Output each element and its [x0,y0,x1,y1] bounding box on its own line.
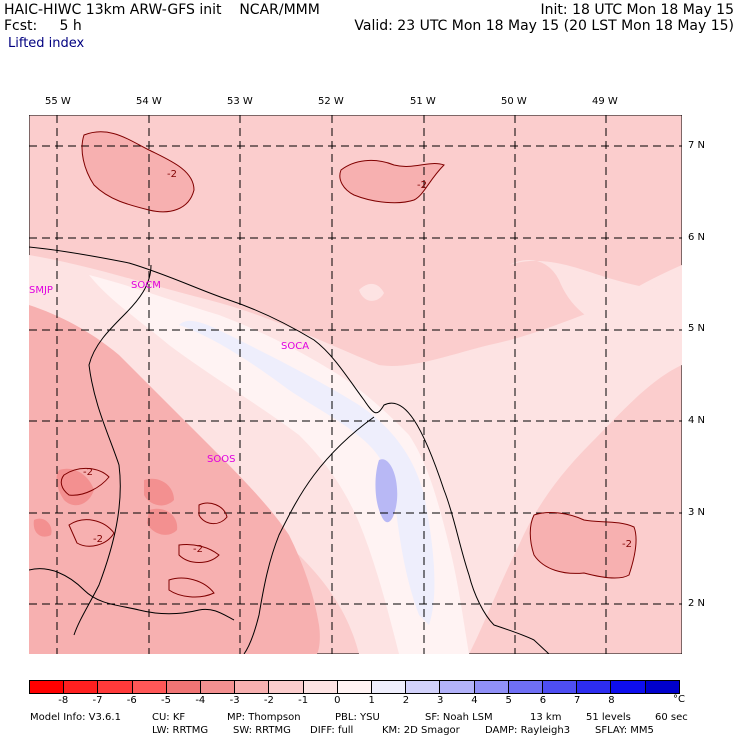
lon-label: 49 W [592,96,618,107]
colorbar-tick-label: -7 [92,695,103,706]
colorbar-tick-label: 2 [402,695,410,706]
damp-option: DAMP: Rayleigh3 [485,725,571,736]
forecast-value: 5 h [59,18,82,34]
header-left: HAIC-HIWC 13km ARW-GFS init NCAR/MMM Fcs… [4,2,320,34]
colorbar-swatch [645,681,679,693]
colorbar-swatch [201,681,236,693]
colorbar-swatch [30,681,65,693]
colorbar-swatch [577,681,612,693]
station-label: SOOS [207,454,235,465]
colorbar-tick-label: -2 [263,695,274,706]
colorbar-swatch [337,681,373,693]
colorbar-swatch [611,681,646,693]
contour-label: -2 [622,539,632,550]
lat-label: 3 N [688,507,706,518]
grid-spacing: 13 km [530,712,562,723]
map-panel: -2 -2 -2 -2 -2 -2 SMJP SOCM SOCA SOOS [29,115,682,654]
colorbar-swatch [269,681,304,693]
field-band-neg3-west [29,305,320,654]
contour-label: -2 [193,544,203,555]
lat-label: 6 N [688,232,706,243]
station-label: SMJP [29,285,53,296]
colorbar-tick-label: 6 [539,695,547,706]
colorbar-ticks: -8 -7 -6 -5 -4 -3 -2 -1 0 1 2 3 4 5 6 7 8 [29,695,680,707]
colorbar-tick-label: 5 [505,695,512,706]
lon-label: 51 W [410,96,436,107]
lat-label: 4 N [688,415,706,426]
colorbar-tick-label: -4 [195,695,206,706]
contour-neg2 [60,131,637,598]
km-option: KM: 2D Smagor [382,725,460,736]
contour-label: -2 [167,169,177,180]
colorbar-tick-label: -6 [126,695,137,706]
colorbar-swatch [98,681,133,693]
field-band-neg4 [56,468,94,506]
colorbar-swatch [235,681,270,693]
lon-label: 53 W [227,96,253,107]
colorbar [29,680,680,694]
contour-label: -2 [417,180,427,191]
colorbar-swatch [166,681,202,693]
colorbar-tick-label: -5 [161,695,172,706]
colorbar-tick-label: 0 [334,695,341,706]
colorbar-tick-label: 8 [608,695,615,706]
pbl-scheme: PBL: YSU [335,712,380,723]
lon-label: 54 W [136,96,162,107]
cu-scheme: CU: KF [152,712,186,723]
colorbar-swatch [132,681,167,693]
sf-scheme: SF: Noah LSM [425,712,493,723]
lat-label: 5 N [688,323,706,334]
levels: 51 levels [586,712,631,723]
colorbar-swatch [474,681,509,693]
contour-label: -2 [93,534,103,545]
contour-label: -2 [83,467,93,478]
colorbar-swatch [440,681,475,693]
lat-label: 2 N [688,598,706,609]
colorbar-tick-label: -1 [298,695,309,706]
colorbar-swatch [303,681,338,693]
colorbar-swatch [543,681,578,693]
sflay-option: SFLAY: MM5 [595,725,654,736]
station-label: SOCM [131,280,161,291]
lw-scheme: LW: RRTMG [152,725,209,736]
lat-lon-grid [29,115,682,654]
colorbar-swatch [372,681,407,693]
colorbar-unit: °C [673,694,685,705]
lat-label: 7 N [688,140,706,151]
model-title: HAIC-HIWC 13km ARW-GFS init [4,2,222,18]
lifted-index-map: -2 -2 -2 -2 -2 -2 SMJP SOCM SOCA SOOS [29,115,682,654]
colorbar-swatch [508,681,544,693]
coastline-borders [29,246,550,654]
colorbar-tick-label: 7 [574,695,581,706]
colorbar-tick-label: -8 [58,695,69,706]
colorbar-tick-label: -3 [229,695,240,706]
diff-option: DIFF: full [310,725,354,736]
mp-scheme: MP: Thompson [227,712,301,723]
colorbar-tick-label: 4 [471,695,478,706]
header-right: Init: 18 UTC Mon 18 May 15 Valid: 23 UTC… [354,2,734,34]
lon-label: 52 W [318,96,344,107]
sw-scheme: SW: RRTMG [233,725,291,736]
colorbar-swatch [406,681,441,693]
colorbar-swatch [64,681,99,693]
org-label: NCAR/MMM [239,2,320,18]
colorbar-tick-label: 1 [368,695,375,706]
field-band-positive [89,275,469,654]
model-info: Model Info: V3.6.1 [30,712,121,723]
valid-time: Valid: 23 UTC Mon 18 May 15 (20 LST Mon … [354,18,734,34]
lon-label: 50 W [501,96,527,107]
timestep: 60 sec [655,712,688,723]
init-time: Init: 18 UTC Mon 18 May 15 [540,2,734,18]
station-label: SOCA [281,341,309,352]
forecast-label: Fcst: [4,18,38,34]
field-title: Lifted index [8,36,85,51]
colorbar-tick-label: 3 [436,695,444,706]
lon-label: 55 W [45,96,71,107]
